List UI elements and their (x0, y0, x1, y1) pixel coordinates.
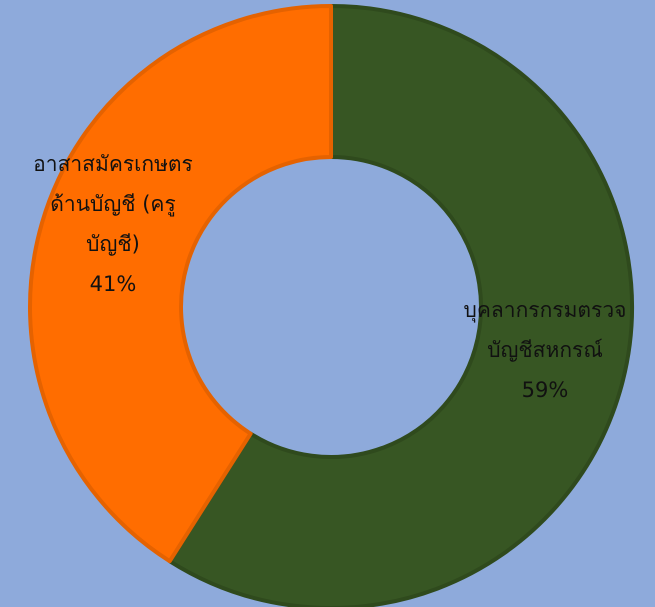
slice-label-line: ด้านบัญชี (ครู (50, 192, 176, 216)
slice-asasamak (28, 4, 333, 564)
slice-bukhalakorn (167, 4, 634, 607)
slice-label-line: บัญชีสหกรณ์ (487, 338, 603, 362)
slice-label-bukhalakorn: บุคลากรกรมตรวจ บัญชีสหกรณ์ 59% (440, 290, 650, 410)
slice-label-line: บัญชี) (86, 232, 140, 256)
slice-label-percent: 59% (521, 378, 569, 402)
slice-label-line: บุคลากรกรมตรวจ (463, 298, 627, 322)
slice-label-asasamak: อาสาสมัครเกษตร ด้านบัญชี (ครู บัญชี) 41% (8, 144, 218, 304)
slice-label-percent: 41% (89, 272, 137, 296)
slice-label-line: อาสาสมัครเกษตร (33, 152, 193, 176)
